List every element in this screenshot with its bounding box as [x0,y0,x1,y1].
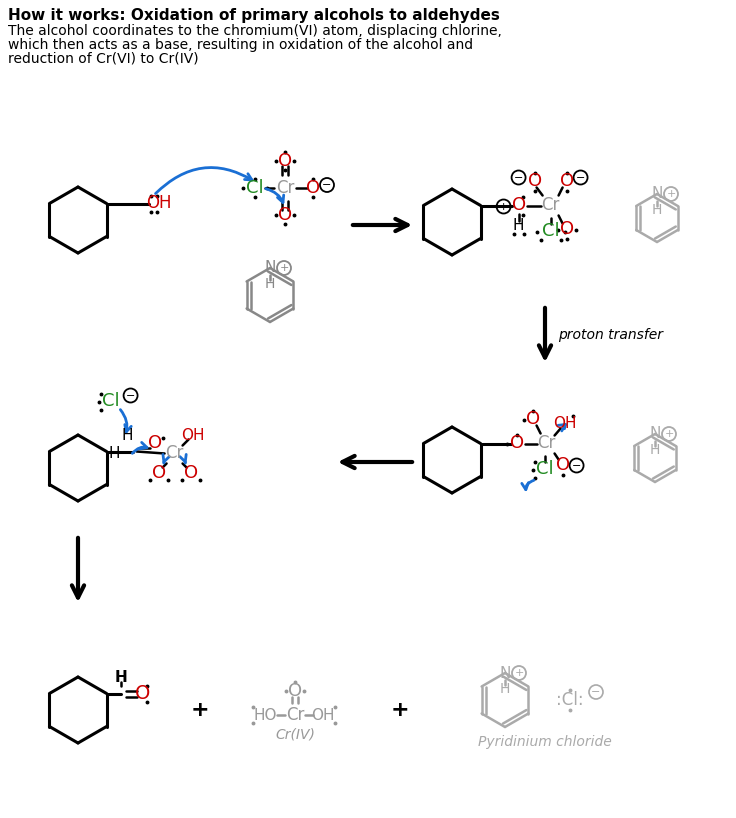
Text: O: O [512,196,526,214]
Text: How it works: Oxidation of primary alcohols to aldehydes: How it works: Oxidation of primary alcoh… [8,8,500,23]
Text: Cl: Cl [102,393,119,411]
Text: O: O [183,465,198,483]
Text: H: H [114,670,127,685]
Text: O: O [559,173,573,191]
Text: H: H [500,682,510,696]
Text: H: H [265,277,275,291]
Text: −: − [126,390,135,401]
Text: OH: OH [553,416,576,431]
Text: OH: OH [181,428,205,443]
Text: O: O [559,221,573,239]
Text: −: − [572,461,581,470]
Text: H: H [650,443,660,457]
Text: +: + [280,263,289,273]
Text: +: + [191,700,209,720]
Text: O: O [288,682,302,700]
Text: O: O [556,456,570,474]
Text: −: − [322,180,332,190]
Text: Pyridinium chloride: Pyridinium chloride [478,735,612,749]
Text: Cr: Cr [286,706,304,724]
Text: −: − [514,173,523,182]
Text: proton transfer: proton transfer [558,328,663,342]
Text: H: H [109,446,120,461]
Text: The alcohol coordinates to the chromium(VI) atom, displacing chlorine,: The alcohol coordinates to the chromium(… [8,24,502,38]
Text: +: + [514,668,524,678]
Text: N: N [264,260,276,276]
Text: OH: OH [146,195,171,213]
Text: Cl: Cl [542,222,559,240]
Text: which then acts as a base, resulting in oxidation of the alcohol and: which then acts as a base, resulting in … [8,38,473,52]
Text: O: O [152,465,166,483]
Text: −: − [591,687,601,697]
Text: N: N [651,187,662,201]
Text: Cr: Cr [542,196,560,214]
Text: reduction of Cr(VI) to Cr(IV): reduction of Cr(VI) to Cr(IV) [8,52,199,66]
Text: +: + [666,189,676,199]
Text: H: H [652,203,662,217]
Text: O: O [526,411,539,429]
Text: +: + [391,700,409,720]
Text: HO: HO [253,708,277,722]
Text: +: + [499,201,509,212]
Text: O: O [306,179,320,197]
Text: O: O [528,173,542,191]
Text: Cr: Cr [276,179,294,197]
Text: −: − [576,173,585,182]
Text: Cr: Cr [537,434,556,452]
Text: H: H [122,428,133,443]
Text: Cl: Cl [536,461,553,479]
Text: O: O [147,434,162,452]
Text: +: + [665,429,673,439]
Text: Cr: Cr [166,444,184,462]
Text: Cl: Cl [246,179,263,197]
Text: :Cl:: :Cl: [556,691,584,709]
Text: O: O [509,434,523,452]
Text: O: O [278,206,292,224]
Text: N: N [649,426,661,442]
Text: O: O [278,152,292,170]
Text: Cr(IV): Cr(IV) [275,728,315,742]
Text: OH: OH [311,708,335,722]
Text: N: N [499,666,511,681]
Text: H: H [513,218,524,233]
Text: O: O [135,684,150,703]
